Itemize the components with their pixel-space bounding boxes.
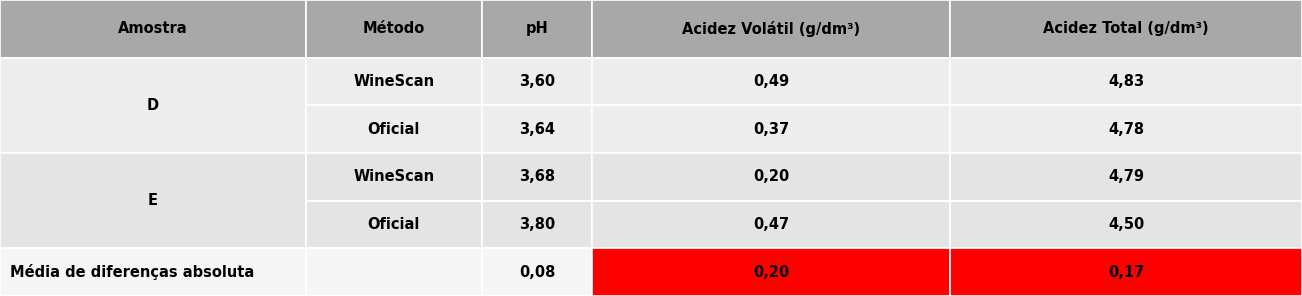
Text: Oficial: Oficial xyxy=(367,122,421,137)
Text: 0,17: 0,17 xyxy=(1108,265,1144,280)
Bar xyxy=(592,201,950,248)
Text: 3,80: 3,80 xyxy=(519,217,555,232)
Bar xyxy=(306,105,482,153)
Text: E: E xyxy=(148,193,158,208)
Bar xyxy=(950,201,1302,248)
Text: D: D xyxy=(147,98,159,113)
Text: Acidez Total (g/dm³): Acidez Total (g/dm³) xyxy=(1043,21,1210,36)
FancyBboxPatch shape xyxy=(482,0,592,58)
Text: 3,60: 3,60 xyxy=(519,74,555,89)
Bar xyxy=(306,248,482,296)
Bar xyxy=(306,201,482,248)
FancyBboxPatch shape xyxy=(592,0,950,58)
Bar xyxy=(0,153,306,248)
Bar xyxy=(950,153,1302,201)
Bar xyxy=(482,248,592,296)
Text: 0,37: 0,37 xyxy=(754,122,789,137)
Bar xyxy=(0,248,306,296)
Bar xyxy=(306,153,482,201)
Text: 0,20: 0,20 xyxy=(754,265,789,280)
Text: 0,20: 0,20 xyxy=(754,169,789,184)
Bar xyxy=(306,58,482,105)
FancyBboxPatch shape xyxy=(0,0,306,58)
Bar xyxy=(482,105,592,153)
Text: 0,49: 0,49 xyxy=(754,74,789,89)
Bar xyxy=(592,58,950,105)
Text: Amostra: Amostra xyxy=(118,21,187,36)
Bar xyxy=(950,248,1302,296)
Bar xyxy=(482,153,592,201)
Text: 4,83: 4,83 xyxy=(1108,74,1144,89)
Bar xyxy=(482,201,592,248)
Bar xyxy=(592,248,950,296)
Text: 4,79: 4,79 xyxy=(1108,169,1144,184)
Bar xyxy=(950,58,1302,105)
Bar xyxy=(482,58,592,105)
Text: Média de diferenças absoluta: Média de diferenças absoluta xyxy=(10,264,255,280)
Text: Oficial: Oficial xyxy=(367,217,421,232)
Text: 3,64: 3,64 xyxy=(519,122,555,137)
Text: 3,68: 3,68 xyxy=(519,169,555,184)
FancyBboxPatch shape xyxy=(950,0,1302,58)
Text: WineScan: WineScan xyxy=(353,169,435,184)
Bar xyxy=(592,153,950,201)
Bar xyxy=(0,58,306,153)
Bar xyxy=(950,105,1302,153)
FancyBboxPatch shape xyxy=(306,0,482,58)
Text: pH: pH xyxy=(526,21,548,36)
Text: 4,78: 4,78 xyxy=(1108,122,1144,137)
Text: 4,50: 4,50 xyxy=(1108,217,1144,232)
Text: 0,47: 0,47 xyxy=(754,217,789,232)
Text: Acidez Volátil (g/dm³): Acidez Volátil (g/dm³) xyxy=(682,21,861,37)
Text: 0,08: 0,08 xyxy=(519,265,555,280)
Text: Método: Método xyxy=(363,21,424,36)
Bar xyxy=(592,105,950,153)
Text: WineScan: WineScan xyxy=(353,74,435,89)
